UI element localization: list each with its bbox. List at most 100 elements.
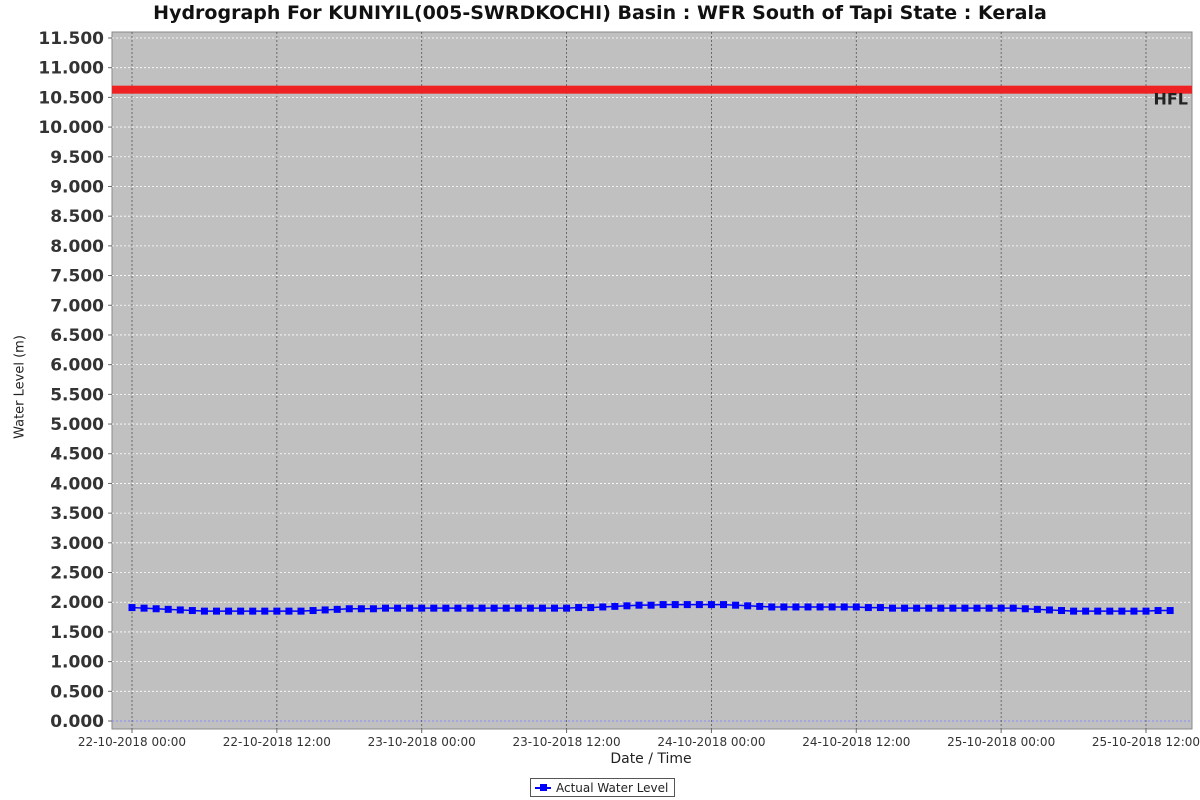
- hfl-line-group: HFL: [112, 85, 1192, 109]
- data-point: [502, 604, 510, 612]
- data-point: [1045, 606, 1053, 614]
- data-point: [973, 604, 981, 612]
- data-point: [514, 604, 522, 612]
- y-tick-label: 9.500: [50, 148, 104, 168]
- x-tick-label: 22-10-2018 12:00: [223, 735, 331, 749]
- legend: Actual Water Level: [530, 778, 676, 797]
- data-point: [188, 607, 196, 615]
- x-tick-label: 25-10-2018 00:00: [947, 735, 1055, 749]
- data-point: [285, 607, 293, 615]
- data-point: [587, 604, 595, 612]
- y-tick-label: 10.000: [38, 118, 104, 138]
- y-tick-label: 11.000: [38, 59, 104, 79]
- y-tick-label: 0.500: [50, 682, 104, 702]
- data-point: [707, 601, 715, 609]
- data-point: [647, 601, 655, 609]
- data-point: [840, 603, 848, 611]
- data-point: [925, 604, 933, 612]
- data-point: [430, 604, 438, 612]
- data-point: [901, 604, 909, 612]
- data-point: [454, 604, 462, 612]
- data-point: [804, 603, 812, 611]
- x-tick-label: 23-10-2018 12:00: [513, 735, 621, 749]
- data-point: [1130, 607, 1138, 615]
- x-tick-label: 22-10-2018 00:00: [78, 735, 186, 749]
- y-tick-label: 7.500: [50, 267, 104, 287]
- hfl-label: HFL: [1153, 90, 1188, 109]
- y-tick-label: 6.000: [50, 356, 104, 376]
- data-point: [1033, 605, 1041, 613]
- data-point: [261, 607, 269, 615]
- y-tick-label: 2.000: [50, 593, 104, 613]
- data-point: [1118, 607, 1126, 615]
- data-point: [345, 605, 353, 613]
- y-tick-label: 10.500: [38, 88, 104, 108]
- data-point: [611, 602, 619, 610]
- y-axis-label: Water Level (m): [12, 335, 28, 439]
- data-point: [297, 607, 305, 615]
- data-point: [551, 604, 558, 612]
- data-point: [1154, 607, 1162, 615]
- data-point: [659, 601, 667, 609]
- y-tick-label: 9.000: [50, 177, 104, 197]
- x-tick-label: 23-10-2018 00:00: [368, 735, 476, 749]
- data-point: [599, 603, 607, 611]
- legend-label: Actual Water Level: [556, 780, 669, 795]
- data-point: [309, 607, 317, 615]
- data-point: [635, 601, 643, 609]
- data-point: [913, 604, 921, 612]
- data-point: [876, 604, 884, 612]
- data-point: [768, 603, 776, 611]
- y-tick-labels: 0.000 0.500 1.000 1.500 2.000 2.500 3.000 3.500…: [38, 29, 112, 732]
- data-point: [744, 602, 752, 610]
- x-tick-label: 24-10-2018 12:00: [802, 735, 910, 749]
- data-point: [756, 602, 764, 610]
- chart-title: Hydrograph For KUNIYIL(005-SWRDKOCHI) Ba…: [153, 2, 1047, 24]
- hfl-line: [112, 85, 1192, 94]
- data-point: [852, 603, 860, 611]
- data-point: [671, 601, 679, 609]
- data-point: [382, 604, 389, 612]
- data-point: [1058, 607, 1065, 615]
- data-point: [164, 605, 172, 613]
- y-tick-label: 7.000: [50, 296, 104, 316]
- y-tick-label: 3.500: [50, 504, 104, 524]
- data-point: [1106, 607, 1114, 615]
- y-tick-label: 5.500: [50, 385, 104, 405]
- data-point: [478, 604, 486, 612]
- y-tick-label: 2.500: [50, 564, 104, 584]
- data-point: [333, 605, 341, 613]
- x-tick-label: 24-10-2018 00:00: [657, 735, 765, 749]
- data-point: [466, 604, 474, 612]
- y-gridlines: [112, 37, 1192, 722]
- data-point: [780, 603, 788, 611]
- data-point: [828, 603, 836, 611]
- data-point: [816, 603, 824, 611]
- data-point: [695, 601, 703, 609]
- y-tick-label: 4.000: [50, 474, 104, 494]
- y-tick-label: 4.500: [50, 445, 104, 465]
- data-point: [732, 601, 740, 609]
- data-point: [683, 601, 691, 609]
- y-tick-label: 5.000: [50, 415, 104, 435]
- series-group: [128, 601, 1174, 615]
- data-point: [563, 604, 571, 612]
- plot-area: [111, 31, 1193, 730]
- y-tick-label: 8.500: [50, 207, 104, 227]
- x-tick-labels: 22-10-2018 00:00 22-10-2018 12:00 23-10-20…: [78, 729, 1200, 749]
- data-point: [225, 607, 233, 615]
- data-point: [213, 607, 220, 615]
- data-point: [997, 604, 1005, 612]
- data-point: [176, 606, 184, 614]
- data-point: [889, 604, 896, 612]
- y-tick-label: 11.500: [38, 29, 104, 49]
- data-point: [623, 602, 631, 610]
- data-point: [1070, 607, 1078, 615]
- data-point: [937, 604, 945, 612]
- data-point: [406, 604, 414, 612]
- data-point: [1021, 605, 1029, 613]
- data-point: [394, 604, 402, 612]
- data-point: [985, 604, 993, 612]
- data-point: [1009, 604, 1017, 612]
